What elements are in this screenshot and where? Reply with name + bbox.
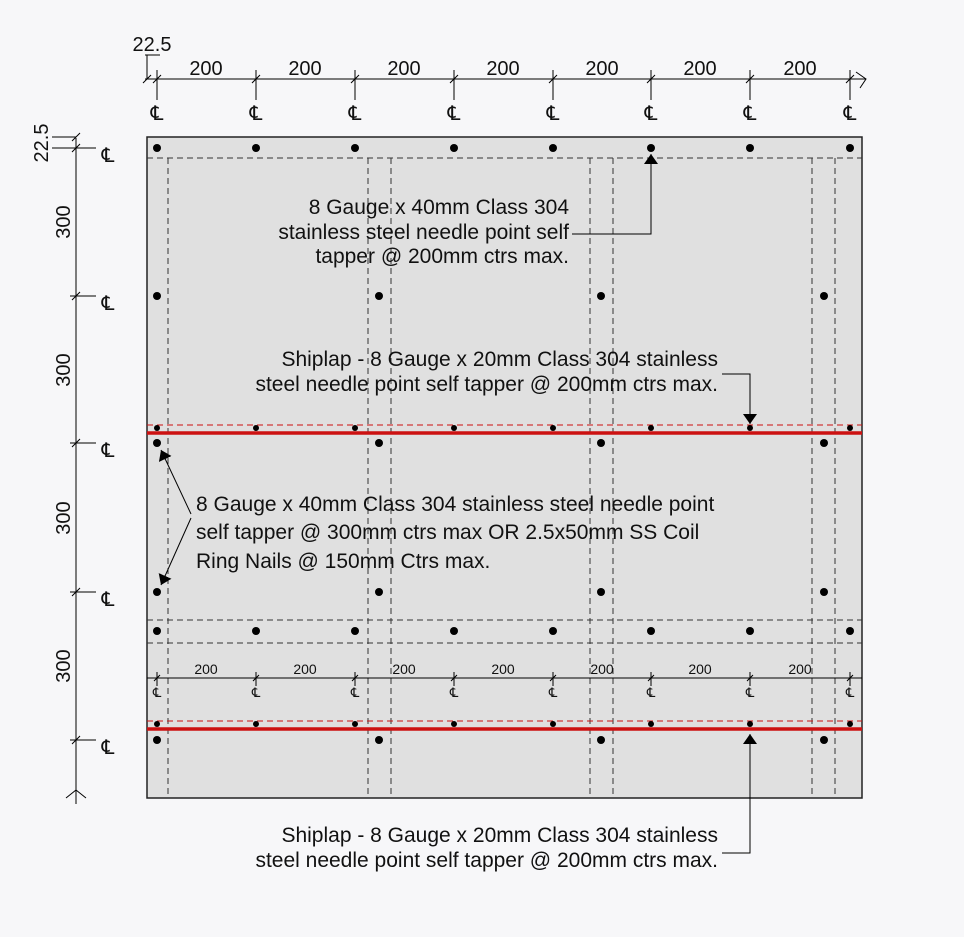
left-spacing-label: 300 [53, 353, 75, 386]
inner-spacing-label: 200 [688, 661, 712, 677]
callout-shiplap-upper: Shiplap - 8 Gauge x 20mm Class 304 stain… [255, 348, 757, 424]
top-spacing-label: 200 [683, 58, 716, 80]
callout-line: 8 Gauge x 40mm Class 304 stainless steel… [196, 493, 714, 516]
leader-arrow [158, 449, 192, 515]
top-dimension-labels: 22.5 200 200 200 200 200 200 200 [133, 34, 817, 80]
top-offset-label: 22.5 [133, 34, 172, 56]
leader-arrow [722, 734, 757, 854]
centerline-icon: ℄ [101, 735, 115, 759]
inner-dimension-labels: 200 200 200 200 200 200 200 [194, 661, 812, 677]
top-spacing-label: 200 [189, 58, 222, 80]
centerline-icon: ℄ [251, 686, 261, 701]
inner-spacing-label: 200 [194, 661, 218, 677]
callout-line: Shiplap - 8 Gauge x 20mm Class 304 stain… [281, 824, 718, 847]
left-spacing-label: 300 [53, 501, 75, 534]
callout-shiplap-lower: Shiplap - 8 Gauge x 20mm Class 304 stain… [255, 734, 757, 872]
top-spacing-label: 200 [486, 58, 519, 80]
callout-line: self tapper @ 300mm ctrs max OR 2.5x50mm… [196, 521, 699, 544]
shiplap-joints [147, 424, 862, 731]
top-spacing-label: 200 [288, 58, 321, 80]
top-spacing-label: 200 [387, 58, 420, 80]
centerline-icon: ℄ [350, 686, 360, 701]
centerline-icon: ℄ [447, 101, 461, 125]
left-offset-label: 22.5 [31, 124, 53, 163]
top-spacing-label: 200 [783, 58, 816, 80]
callout-line: tapper @ 200mm ctrs max. [315, 245, 569, 268]
centerline-icon: ℄ [843, 101, 857, 125]
centerline-icon: ℄ [101, 587, 115, 611]
centerline-icon: ℄ [152, 686, 162, 701]
callout-line: Ring Nails @ 150mm Ctrs max. [196, 550, 490, 573]
inner-dimension [147, 672, 862, 686]
left-dimension [52, 132, 96, 804]
callout-line: steel needle point self tapper @ 200mm c… [255, 373, 718, 396]
centerline-icon: ℄ [548, 686, 558, 701]
centerline-icon: ℄ [249, 101, 263, 125]
inner-spacing-label: 200 [788, 661, 812, 677]
left-spacing-label: 300 [53, 205, 75, 238]
centerline-icon: ℄ [101, 291, 115, 315]
centerline-icon: ℄ [101, 143, 115, 167]
callout-line: stainless steel needle point self [278, 221, 569, 244]
left-centerline-marks: ℄ ℄ ℄ ℄ ℄ [101, 143, 115, 759]
centerline-icon: ℄ [646, 686, 656, 701]
left-dimension-labels: 22.5 300 300 300 300 [31, 124, 75, 683]
callout-line: 8 Gauge x 40mm Class 304 [309, 196, 570, 219]
inner-centerline-marks: ℄ ℄ ℄ ℄ ℄ ℄ ℄ ℄ [152, 686, 855, 701]
centerline-icon: ℄ [745, 686, 755, 701]
stud-lines [147, 157, 862, 798]
centerline-icon: ℄ [101, 438, 115, 462]
fixing-points [153, 144, 854, 744]
centerline-icon: ℄ [150, 101, 164, 125]
centerline-icon: ℄ [644, 101, 658, 125]
centerline-icon: ℄ [348, 101, 362, 125]
inner-spacing-label: 200 [590, 661, 614, 677]
top-centerline-marks: ℄ ℄ ℄ ℄ ℄ ℄ ℄ ℄ [150, 101, 857, 125]
centerline-icon: ℄ [546, 101, 560, 125]
centerline-icon: ℄ [449, 686, 459, 701]
leader-arrow [572, 154, 658, 235]
leader-arrow [158, 517, 192, 586]
top-dimension [142, 54, 867, 100]
inner-spacing-label: 200 [392, 661, 416, 677]
callout-screw-40mm-300: 8 Gauge x 40mm Class 304 stainless steel… [158, 449, 714, 586]
callout-line: Shiplap - 8 Gauge x 20mm Class 304 stain… [281, 348, 718, 371]
top-spacing-label: 200 [585, 58, 618, 80]
left-spacing-label: 300 [53, 649, 75, 682]
leader-arrow [722, 373, 757, 424]
centerline-icon: ℄ [845, 686, 855, 701]
callout-line: steel needle point self tapper @ 200mm c… [255, 849, 718, 872]
inner-spacing-label: 200 [293, 661, 317, 677]
centerline-icon: ℄ [743, 101, 757, 125]
callout-screw-40mm-200: 8 Gauge x 40mm Class 304 stainless steel… [278, 154, 658, 268]
cladding-panel [146, 136, 863, 799]
inner-spacing-label: 200 [491, 661, 515, 677]
